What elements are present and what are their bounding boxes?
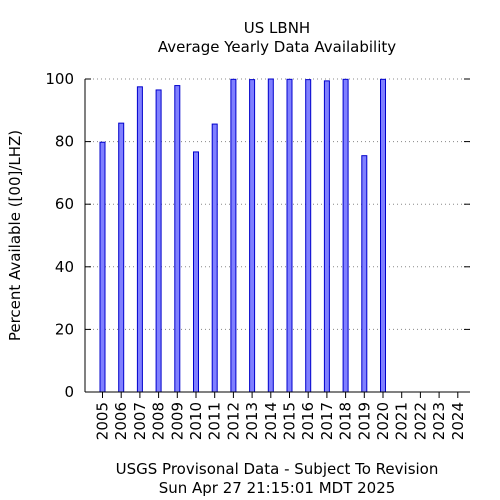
bar-2016 (305, 79, 312, 393)
bar-2005 (99, 141, 106, 393)
x-tick-label: 2017 (318, 402, 336, 440)
x-tick-label: 2013 (243, 402, 261, 440)
chart-title: US LBNH (244, 19, 310, 37)
y-tick-label: 80 (55, 133, 74, 151)
bar-2015 (286, 78, 293, 393)
bars-group (99, 78, 386, 393)
bar-2010 (193, 151, 199, 393)
bar-2018 (342, 78, 349, 393)
x-tick-label: 2016 (299, 402, 317, 440)
x-tick-label: 2005 (94, 402, 112, 440)
y-tick-label: 20 (55, 320, 74, 338)
x-axis-label: USGS Provisonal Data - Subject To Revisi… (116, 460, 439, 478)
bar-2020 (380, 78, 386, 393)
x-tick-label: 2020 (374, 402, 392, 440)
bar-2009 (174, 85, 181, 393)
bar-2006 (118, 122, 125, 393)
y-tick-label: 100 (45, 70, 74, 88)
y-tick-label: 60 (55, 195, 74, 213)
y-axis-label: Percent Available ([00]/LHZ) (6, 130, 24, 341)
x-tick-label: 2012 (224, 402, 242, 440)
y-tick-label: 40 (55, 258, 74, 276)
x-tick-label: 2019 (355, 402, 373, 440)
bar-2013 (249, 79, 256, 393)
x-axis-ticks: 2005 2006 2007 2008 2009 2010 2011 2012 2013 2014… (94, 392, 467, 440)
bar-2007 (136, 86, 143, 393)
bar-2008 (155, 89, 162, 393)
y-tick-label: 0 (64, 383, 74, 401)
x-tick-label: 2007 (131, 402, 149, 440)
x-tick-label: 2022 (411, 402, 429, 440)
x-tick-label: 2018 (337, 402, 355, 440)
x-tick-label: 2023 (430, 402, 448, 440)
x-tick-label: 2010 (187, 402, 205, 440)
y-axis-ticks: 0 20 40 60 80 100 (45, 70, 470, 401)
x-tick-label: 2008 (150, 402, 168, 440)
grid-lines (85, 78, 470, 330)
bar-2014 (267, 78, 274, 393)
bar-2017 (323, 80, 330, 393)
bar-2019 (361, 155, 368, 393)
x-tick-label: 2014 (262, 402, 280, 440)
x-tick-label: 2006 (112, 402, 130, 440)
x-tick-label: 2024 (449, 402, 467, 440)
x-tick-label: 2011 (206, 402, 224, 440)
bar-2011 (211, 123, 218, 393)
x-tick-label: 2009 (168, 402, 186, 440)
timestamp-footer: Sun Apr 27 21:15:01 MDT 2025 (159, 479, 396, 497)
x-tick-label: 2021 (393, 402, 411, 440)
x-tick-label: 2015 (281, 402, 299, 440)
bar-2012 (230, 78, 237, 393)
chart-subtitle: Average Yearly Data Availability (158, 38, 396, 56)
